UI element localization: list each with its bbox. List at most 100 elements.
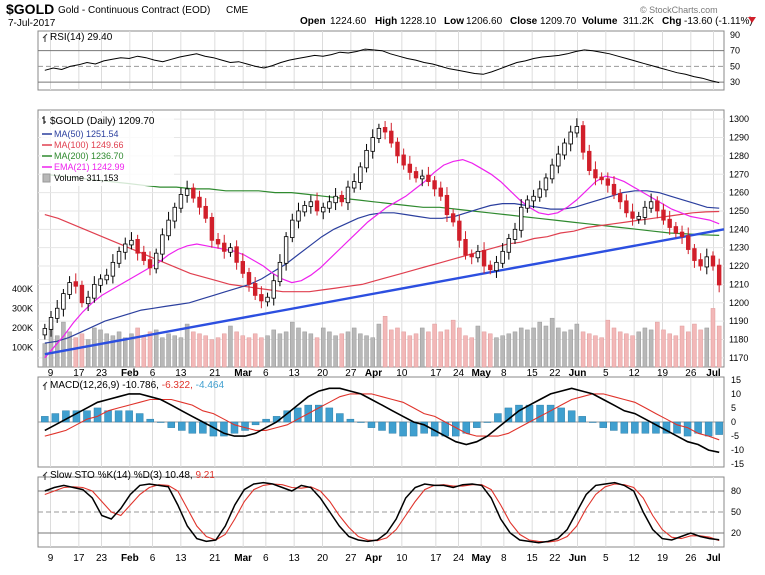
bottom-x-tick-label: 10 <box>396 553 408 564</box>
candle-body <box>537 188 542 198</box>
volume-bar <box>704 327 710 368</box>
rsi-y-tick-label: 30 <box>730 77 740 87</box>
candle-body <box>420 175 425 180</box>
volume-bar <box>364 335 369 368</box>
price-x-tick-label: 6 <box>263 368 269 379</box>
macd-histogram-bar <box>156 421 165 423</box>
macd-histogram-bar <box>188 421 197 434</box>
macd-histogram-value: -4.464 <box>196 380 225 391</box>
macd-histogram-bar <box>715 421 723 435</box>
price-y-tick-label: 1220 <box>729 261 749 271</box>
candle-body <box>209 216 215 241</box>
macd-histogram-bar <box>367 421 376 428</box>
volume-bar <box>630 335 635 368</box>
volume-bar <box>679 325 685 368</box>
volume-bar <box>655 321 660 368</box>
bottom-x-tick-label: Feb <box>121 553 139 564</box>
bottom-x-tick-label: Apr <box>365 553 382 564</box>
macd-signal-value: -6.322, <box>162 380 193 391</box>
price-title-text: $GOLD (Daily) 1209.70 <box>50 116 155 127</box>
macd-histogram-bar <box>83 410 91 423</box>
rsi-panel-frame <box>37 30 725 91</box>
volume-bar <box>302 331 307 368</box>
candle-body <box>679 231 685 238</box>
support-trendline <box>44 228 725 356</box>
sto-y-tick-label: 20 <box>731 528 741 538</box>
candle-body <box>426 174 431 182</box>
volume-bar <box>153 329 159 368</box>
volume-bar <box>605 319 611 368</box>
candle-body <box>197 196 202 208</box>
macd-histogram-bar <box>610 421 618 431</box>
volume-bar <box>234 331 239 368</box>
open-value: 1224.60 <box>330 16 367 27</box>
macd-histogram-bar <box>557 407 565 423</box>
candle-body <box>432 180 437 190</box>
volume-bar <box>531 327 536 368</box>
volume-bar <box>438 331 444 368</box>
volume-bar <box>283 331 289 368</box>
macd-y-tick-label: -10 <box>731 445 744 455</box>
price-x-tick-label: 19 <box>657 368 669 379</box>
candle-body <box>364 149 369 169</box>
volume-bar <box>599 337 604 368</box>
price-x-tick-label: 5 <box>603 368 609 379</box>
bottom-x-tick-label: 20 <box>317 553 329 564</box>
volume-bar <box>376 323 382 368</box>
candle-body <box>123 243 128 253</box>
candle-body <box>55 307 60 319</box>
macd-y-tick-label: -5 <box>731 431 739 441</box>
rsi-y-tick-label: 70 <box>730 46 740 56</box>
candle-body <box>98 278 103 286</box>
volume-label: Volume <box>582 16 618 27</box>
volume-bar <box>271 329 276 368</box>
candle-body <box>290 219 295 238</box>
price-x-tick-label: Mar <box>234 368 252 379</box>
price-y-tick-label: 1210 <box>729 279 749 289</box>
candle-body <box>191 187 196 199</box>
candle-body <box>228 247 233 253</box>
volume-bar <box>692 323 697 368</box>
candle-body <box>450 213 456 223</box>
macd-histogram-bar <box>230 421 239 434</box>
candle-body <box>648 201 654 209</box>
price-x-tick-label: Jul <box>706 368 721 379</box>
volume-bar <box>661 329 666 368</box>
price-y-tick-label: 1180 <box>729 334 748 344</box>
ma50-legend-label: MA(50) 1251.54 <box>54 129 119 139</box>
macd-histogram-bar <box>567 410 576 423</box>
macd-histogram-bar <box>704 421 713 437</box>
bottom-x-tick-label: 15 <box>527 553 539 564</box>
bottom-x-tick-label: Jul <box>706 553 721 564</box>
candle-body <box>506 238 512 253</box>
volume-bar <box>401 331 406 368</box>
candle-body <box>630 211 635 219</box>
close-value: 1209.70 <box>540 16 577 27</box>
price-y-tick-label: 1230 <box>729 243 749 253</box>
volume-bar <box>73 337 79 368</box>
macd-y-tick-label: 5 <box>731 403 736 413</box>
volume-bar <box>494 337 499 368</box>
price-y-tick-label: 1260 <box>729 188 749 198</box>
volume-bar <box>624 333 629 368</box>
candle-body <box>475 250 481 259</box>
price-x-tick-label: 8 <box>501 368 507 379</box>
candle-body <box>395 141 400 157</box>
price-panel <box>42 118 725 359</box>
volume-legend-swatch <box>42 173 51 183</box>
price-x-tick-label: 26 <box>685 368 697 379</box>
candle-body <box>494 261 499 272</box>
volume-bar <box>642 327 648 368</box>
candle-body <box>296 210 301 222</box>
macd-histogram-bar <box>473 421 481 428</box>
macd-histogram-bar <box>536 404 544 423</box>
macd-histogram-bar <box>315 404 323 423</box>
volume-bar <box>500 335 505 368</box>
candle-body <box>358 166 363 183</box>
price-x-tick-label: 6 <box>150 368 156 379</box>
ema21-legend-label: EMA(21) 1242.99 <box>54 162 125 172</box>
candlestick-legend-icon <box>42 116 46 124</box>
candle-body <box>617 193 623 203</box>
volume-bar <box>296 327 301 368</box>
candle-body <box>624 200 629 214</box>
